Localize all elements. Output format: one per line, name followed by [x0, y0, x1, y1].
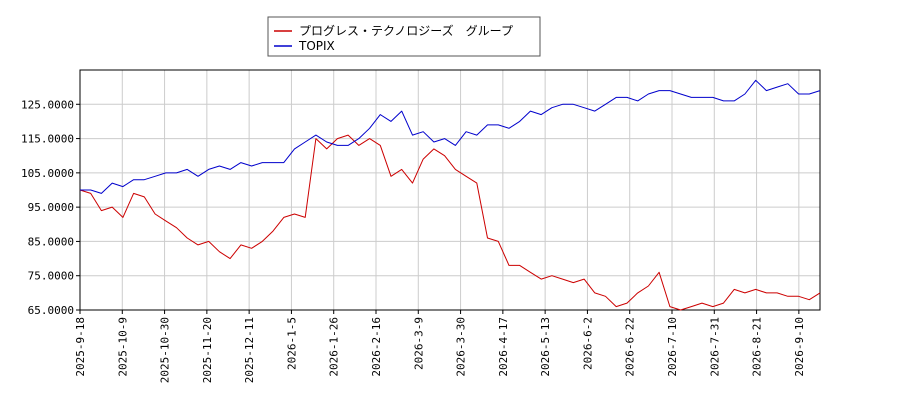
series-line-1: [79, 134, 821, 311]
tick-label-x: 2026-8-21: [751, 317, 764, 377]
legend-label-series-2: TOPIX: [298, 39, 335, 53]
tick-label-y: 105.0000: [21, 167, 74, 180]
series-line-2: [80, 79, 821, 194]
tick-label-x: 2026-3-9: [412, 317, 425, 370]
tick-label-x: 2026-4-17: [497, 317, 510, 377]
tick-label-x: 2026-7-31: [708, 317, 721, 377]
plot-frame: [79, 69, 821, 311]
x-axis: 2025-9-18 2025-10-9 2025-10-30 2025-11-20 20…: [74, 310, 806, 383]
legend-box: [267, 16, 541, 57]
tick-label-x: 2025-10-30: [159, 317, 172, 383]
tick-label-y: 115.0000: [21, 133, 74, 146]
tick-label-x: 2025-12-11: [243, 317, 256, 383]
tick-label-x: 2025-11-20: [201, 317, 214, 383]
tick-label-y: 95.0000: [28, 201, 74, 214]
tick-label-x: 2026-2-16: [370, 317, 383, 377]
grid: [79, 70, 820, 311]
tick-label-x: 2026-6-22: [624, 317, 637, 377]
series-group: [79, 79, 821, 311]
tick-label-y: 125.0000: [21, 98, 74, 111]
tick-label-x: 2026-3-30: [455, 317, 468, 377]
tick-label-x: 2026-1-26: [328, 317, 341, 377]
legend-label-series-1: プログレス・テクノロジーズ グループ: [299, 23, 513, 38]
tick-label-x: 2026-9-10: [793, 317, 806, 377]
tick-label-x: 2026-6-2: [581, 317, 594, 370]
tick-label-x: 2026-5-13: [539, 317, 552, 377]
tick-label-x: 2026-1-5: [285, 317, 298, 370]
tick-label-y: 85.0000: [28, 235, 74, 248]
legend: プログレス・テクノロジーズ グループ TOPIX: [267, 16, 541, 57]
tick-label-y: 65.0000: [28, 304, 74, 317]
tick-label-x: 2025-10-9: [116, 317, 129, 377]
tick-label-x: 2026-7-10: [666, 317, 679, 377]
tick-label-x: 2025-9-18: [74, 317, 87, 377]
tick-label-y: 75.0000: [28, 270, 74, 283]
y-axis: 65.0000 75.0000 85.0000 95.0000 105.0000 115.…: [21, 98, 80, 317]
